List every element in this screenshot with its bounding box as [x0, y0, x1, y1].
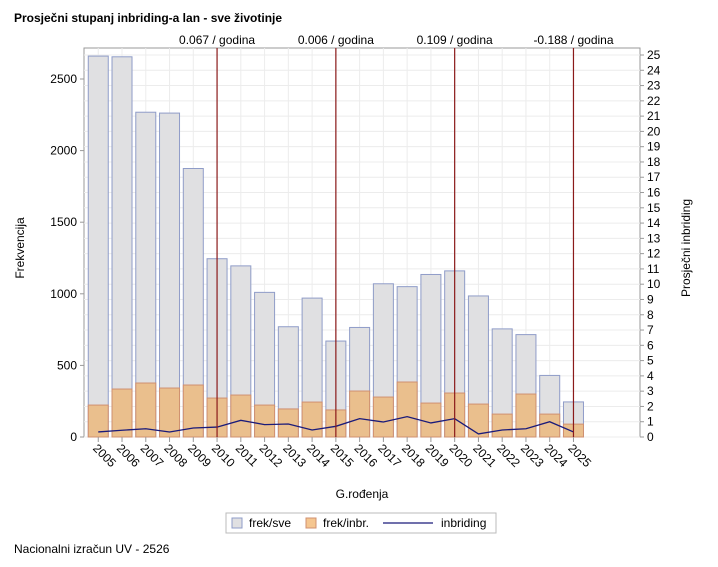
x-tick-label: 2011	[233, 441, 261, 469]
bar-frek-inbr--2008	[159, 387, 181, 438]
x-tick-label: 2012	[256, 441, 285, 470]
y-tick-label: 500	[57, 358, 77, 372]
legend-swatch-frek-sve	[231, 517, 243, 529]
y2-tick-label: 15	[647, 201, 661, 215]
y2-tick-label: 16	[647, 186, 661, 200]
bar-frek-inbr--2023	[515, 393, 537, 438]
bar-frek-inbr--2017	[372, 396, 394, 438]
y2-tick-label: 25	[647, 48, 661, 62]
y-tick-label: 2500	[50, 72, 77, 86]
x-tick-label: 2010	[209, 441, 238, 470]
x-tick-label: 2016	[352, 441, 381, 470]
x-tick-label: 2008	[161, 441, 190, 470]
chart-title: Prosječni stupanj inbriding-a lan - sve …	[14, 11, 282, 25]
x-tick-label: 2023	[518, 441, 547, 470]
y2-axis-label: Prosječni inbriding	[679, 199, 693, 297]
bar-frek-inbr--2016	[349, 390, 371, 438]
y2-tick-label: 9	[647, 292, 654, 306]
y-tick-label: 0	[70, 430, 77, 444]
reference-label-2010: 0.067 / godina	[179, 33, 255, 47]
x-tick-label: 2022	[494, 441, 523, 470]
y2-tick-label: 6	[647, 338, 654, 352]
y2-tick-label: 1	[647, 415, 654, 429]
x-tick-label: 2020	[447, 441, 476, 470]
y2-tick-label: 23	[647, 79, 661, 93]
x-tick-label: 2009	[185, 441, 214, 470]
y2-tick-label: 4	[647, 369, 654, 383]
reference-label-2025: -0.188 / godina	[533, 33, 613, 47]
y2-tick-label: 3	[647, 384, 654, 398]
x-tick-label: 2017	[375, 441, 404, 470]
y-tick-label: 1500	[50, 215, 77, 229]
y2-tick-label: 24	[647, 63, 661, 77]
y2-tick-label: 20	[647, 124, 661, 138]
y2-tick-label: 7	[647, 323, 654, 337]
y2-tick-label: 0	[647, 430, 654, 444]
legend-label-frek-sve: frek/sve	[249, 516, 291, 530]
legend-swatch-frek-inbr	[305, 517, 317, 529]
y2-tick-label: 17	[647, 170, 661, 184]
bar-frek-sve-2006	[111, 56, 133, 438]
bar-frek-sve-2005	[87, 55, 109, 438]
y-tick-label: 2000	[50, 144, 77, 158]
y-axis-label: Frekvencija	[13, 217, 27, 279]
y2-tick-label: 19	[647, 140, 661, 154]
reference-label-2015: 0.006 / godina	[298, 33, 374, 47]
y2-tick-label: 12	[647, 247, 661, 261]
bar-frek-inbr--2018	[396, 381, 418, 438]
bar-frek-inbr--2011	[230, 394, 252, 438]
legend: frek/sve frek/inbr. inbriding	[225, 512, 497, 534]
y2-tick-label: 22	[647, 94, 661, 108]
x-tick-label: 2025	[565, 441, 594, 470]
bar-frek-inbr--2005	[87, 404, 109, 438]
y2-tick-label: 13	[647, 231, 661, 245]
x-tick-label: 2019	[423, 441, 452, 470]
footnote: Nacionalni izračun UV - 2526	[14, 542, 170, 556]
y2-tick-label: 8	[647, 308, 654, 322]
x-tick-label: 2015	[328, 441, 357, 470]
y2-tick-label: 14	[647, 216, 661, 230]
x-axis-label: G.rođenja	[336, 487, 389, 501]
y2-tick-label: 18	[647, 155, 661, 169]
legend-label-inbriding: inbriding	[441, 516, 486, 530]
legend-label-frek-inbr: frek/inbr.	[323, 516, 369, 530]
y2-tick-label: 11	[647, 262, 660, 276]
x-tick-label: 2013	[280, 441, 309, 470]
reference-label-2020: 0.109 / godina	[417, 33, 493, 47]
y-tick-label: 1000	[50, 287, 77, 301]
y2-tick-label: 10	[647, 277, 661, 291]
bar-frek-inbr--2012	[254, 404, 276, 438]
bar-frek-inbr--2014	[301, 401, 323, 438]
bar-frek-inbr--2021	[467, 403, 489, 438]
y2-tick-label: 21	[647, 109, 661, 123]
x-tick-label: 2021	[470, 441, 499, 470]
x-tick-label: 2007	[138, 441, 167, 470]
y2-tick-label: 2	[647, 399, 654, 413]
bar-frek-inbr--2024	[539, 413, 561, 438]
x-tick-label: 2006	[114, 441, 143, 470]
y2-tick-label: 5	[647, 354, 654, 368]
x-tick-label: 2024	[542, 441, 571, 470]
x-tick-label: 2018	[399, 441, 428, 470]
bar-frek-inbr--2019	[420, 402, 442, 438]
x-tick-label: 2005	[90, 441, 119, 470]
bar-frek-inbr--2022	[491, 413, 513, 438]
x-tick-label: 2014	[304, 441, 333, 470]
bar-frek-inbr--2013	[277, 408, 299, 438]
